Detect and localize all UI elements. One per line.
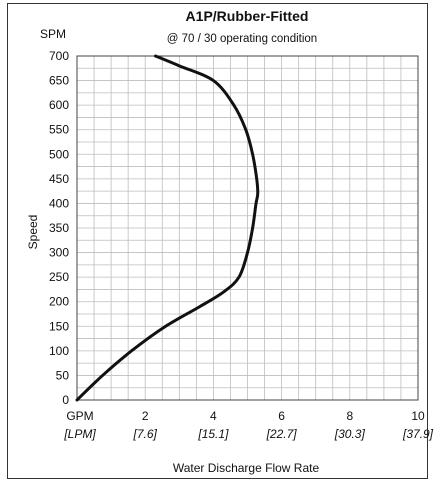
x-tick-labels: 2 [7.6] 4 [15.1] 6 [22.7] 8 [30.3] 10 [37.9] (133, 409, 434, 441)
x-tick-alt-label: [15.1] (197, 427, 229, 441)
series-layer (75, 54, 260, 402)
y-tick-label: 600 (49, 98, 69, 112)
x-unit-alt-label: [LPM] (63, 427, 96, 441)
x-tick-label: 10 (411, 409, 425, 423)
y-tick-label: 0 (62, 393, 69, 407)
y-tick-label: 300 (49, 246, 69, 260)
x-unit-label: GPM (66, 409, 93, 423)
y-tick-label: 500 (49, 147, 69, 161)
x-axis-label: Water Discharge Flow Rate (173, 461, 320, 475)
chart-subtitle: @ 70 / 30 operating condition (167, 33, 317, 45)
y-tick-labels: 0 50 100 150 200 250 300 350 400 450 500 550 600 650 7… (49, 49, 69, 407)
y-tick-label: 50 (56, 368, 70, 382)
y-tick-label: 700 (49, 49, 69, 63)
y-tick-label: 350 (49, 221, 69, 235)
y-tick-label: 400 (49, 196, 69, 210)
y-unit-label: SPM (40, 27, 66, 41)
x-tick-label: 2 (142, 409, 149, 423)
y-tick-label: 200 (49, 295, 69, 309)
x-tick-alt-label: [7.6] (133, 427, 158, 441)
x-tick-alt-label: [30.3] (334, 427, 366, 441)
y-axis-label: Speed (26, 215, 40, 250)
x-tick-alt-label: [37.9] (402, 427, 434, 441)
x-tick-label: 6 (278, 409, 285, 423)
x-tick-label: 4 (210, 409, 217, 423)
series-line (75, 54, 260, 402)
y-tick-label: 650 (49, 74, 69, 88)
y-tick-label: 450 (49, 172, 69, 186)
grid (77, 56, 418, 400)
y-tick-label: 150 (49, 319, 69, 333)
y-tick-label: 100 (49, 344, 69, 358)
x-tick-label: 8 (346, 409, 353, 423)
chart-title: A1P/Rubber-Fitted (186, 8, 309, 24)
y-tick-label: 250 (49, 270, 69, 284)
y-tick-label: 550 (49, 123, 69, 137)
x-tick-alt-label: [22.7] (266, 427, 298, 441)
plot-area (76, 55, 419, 401)
